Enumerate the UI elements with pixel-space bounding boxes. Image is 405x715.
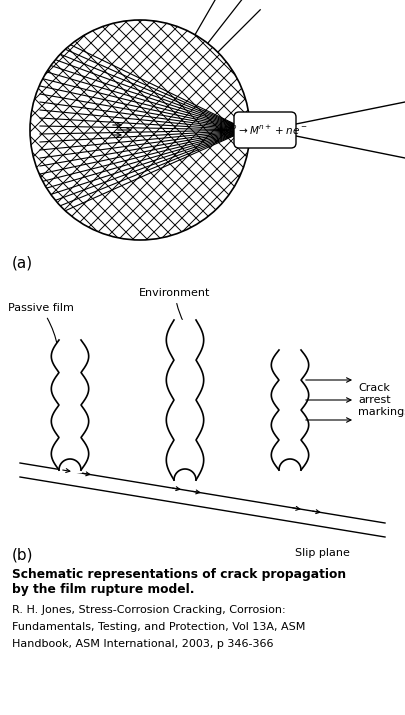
Text: Slip plane: Slip plane: [295, 548, 350, 558]
Text: Fundamentals, Testing, and Protection, Vol 13A, ASM: Fundamentals, Testing, and Protection, V…: [12, 622, 305, 632]
Text: (b): (b): [12, 548, 34, 563]
Text: Schematic representations of crack propagation
by the film rupture model.: Schematic representations of crack propa…: [12, 568, 346, 596]
Text: R. H. Jones, Stress-Corrosion Cracking, Corrosion:: R. H. Jones, Stress-Corrosion Cracking, …: [12, 605, 286, 615]
Text: $M^o \rightarrow M^{n+} + ne^-$: $M^o \rightarrow M^{n+} + ne^-$: [222, 124, 308, 137]
Text: Crack
arrest
markings: Crack arrest markings: [358, 383, 405, 417]
Text: Passive film: Passive film: [8, 303, 74, 378]
Text: (a): (a): [12, 255, 33, 270]
Text: Handbook, ASM International, 2003, p 346-366: Handbook, ASM International, 2003, p 346…: [12, 639, 273, 649]
Text: Environment: Environment: [139, 288, 211, 322]
Circle shape: [30, 20, 250, 240]
FancyBboxPatch shape: [234, 112, 296, 148]
